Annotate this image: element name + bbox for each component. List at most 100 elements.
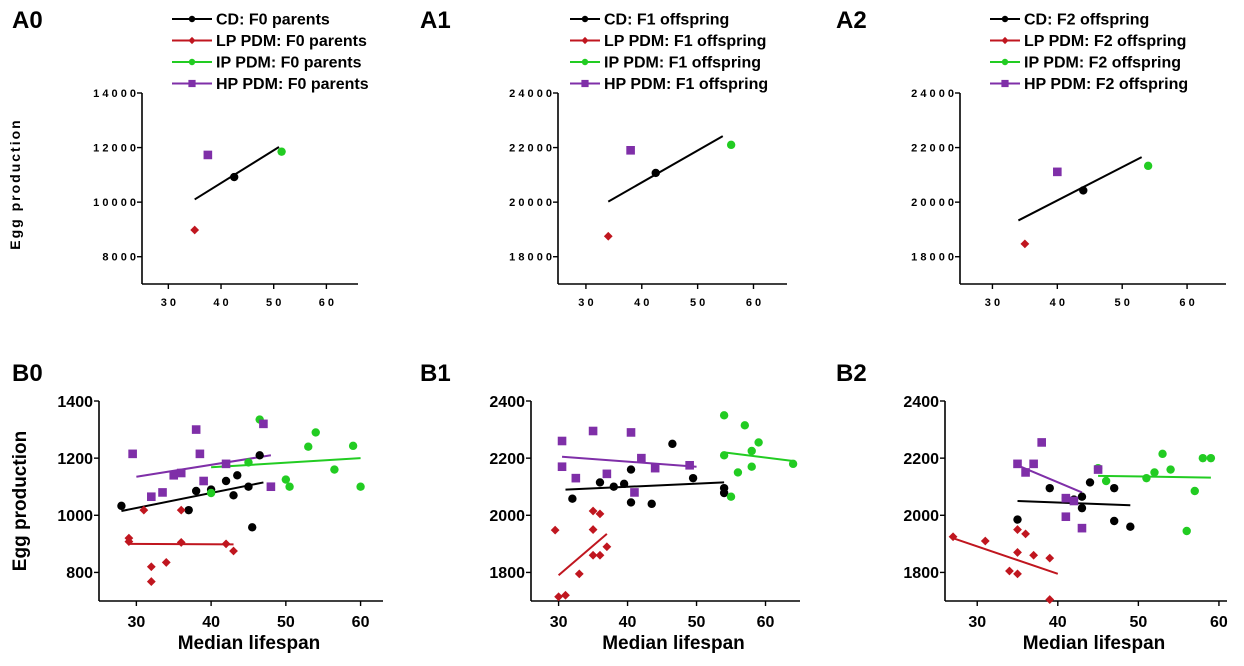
point-cd xyxy=(609,482,618,491)
point-cd xyxy=(191,486,201,496)
legend-marker xyxy=(188,15,196,23)
point-lp xyxy=(561,590,570,600)
x-tick-label: 4 0 xyxy=(213,297,228,309)
point-ip xyxy=(348,441,358,451)
legend: CD: F1 offspring LP PDM: F1 offspring IP P… xyxy=(570,12,768,93)
point-ip xyxy=(726,140,736,150)
point-ip xyxy=(1198,453,1208,463)
point-ip xyxy=(281,475,291,484)
panel-a1: A1 1 8 0 0 0 2 0 0 0 0 2 2 0 0 0 2 4 0 0 0 3 … xyxy=(420,7,787,309)
point-hp xyxy=(588,426,598,436)
point-hp xyxy=(259,419,268,429)
panel-label: A1 xyxy=(420,7,451,34)
point-lp xyxy=(603,231,613,241)
fit-line-hp xyxy=(561,455,697,468)
point-cd xyxy=(117,501,126,511)
x-tick-label: 30 xyxy=(968,614,986,631)
point-cd xyxy=(619,479,629,489)
fit-line-lp xyxy=(952,537,1059,575)
point-lp xyxy=(161,558,171,567)
point-lp xyxy=(574,569,584,579)
legend-entry: LP PDM: F2 offspring xyxy=(1024,33,1186,50)
point-ip xyxy=(747,446,756,456)
y-tick-label: 8 0 0 0 xyxy=(102,252,136,264)
panel-label: B1 xyxy=(420,360,451,387)
point-ip xyxy=(788,459,798,469)
legend-entry: CD: F0 parents xyxy=(216,12,330,29)
point-cd xyxy=(229,491,238,500)
y-axis-label: Egg production xyxy=(10,431,31,571)
point-ip xyxy=(1206,453,1216,463)
point-cd xyxy=(1110,516,1119,526)
legend: CD: F0 parents LP PDM: F0 parents IP PDM: … xyxy=(172,12,369,93)
x-tick-label: 40 xyxy=(1049,614,1067,631)
point-lp xyxy=(1029,550,1039,560)
point-lp xyxy=(1013,548,1022,557)
point-ip xyxy=(285,482,294,491)
x-tick-label: 5 0 xyxy=(266,297,281,309)
point-lp xyxy=(588,550,598,560)
x-tick-label: 5 0 xyxy=(1115,297,1130,309)
y-tick-label: 1800 xyxy=(489,565,525,582)
point-ip xyxy=(1143,161,1153,171)
point-lp xyxy=(146,577,156,586)
point-ip xyxy=(1101,476,1111,486)
legend-marker xyxy=(581,15,589,23)
point-cd xyxy=(248,523,257,532)
point-ip xyxy=(740,421,750,430)
x-tick-label: 60 xyxy=(1210,614,1228,631)
point-hp xyxy=(602,469,612,479)
y-tick-label: 2200 xyxy=(903,451,939,468)
x-tick-label: 40 xyxy=(619,614,637,631)
y-tick-label: 2 2 0 0 0 xyxy=(509,143,552,155)
point-ip xyxy=(1150,468,1159,477)
point-hp xyxy=(195,449,205,459)
point-cd xyxy=(1126,522,1135,531)
point-hp xyxy=(1013,459,1022,469)
y-tick-label: 2400 xyxy=(489,394,525,411)
legend-marker xyxy=(188,79,196,88)
point-cd xyxy=(184,505,193,515)
point-cd xyxy=(719,488,729,498)
point-lp xyxy=(176,505,186,515)
legend-entry: IP PDM: F0 parents xyxy=(216,55,362,72)
point-cd xyxy=(1013,515,1022,524)
point-hp xyxy=(266,482,276,492)
x-tick-label: 4 0 xyxy=(634,297,649,309)
point-cd xyxy=(221,476,231,486)
point-hp xyxy=(158,488,167,497)
point-hp xyxy=(147,492,156,502)
point-lp xyxy=(550,525,560,535)
point-hp xyxy=(1093,465,1103,474)
point-cd xyxy=(1110,483,1119,493)
point-hp xyxy=(557,436,567,446)
point-ip xyxy=(754,438,763,447)
fit-line-cd xyxy=(565,481,725,491)
point-cd xyxy=(626,465,636,474)
y-tick-label: 1000 xyxy=(57,508,93,525)
x-tick-label: 50 xyxy=(688,614,706,631)
legend-entry: CD: F1 offspring xyxy=(604,12,729,29)
y-tick-label: 2000 xyxy=(903,508,939,525)
point-lp xyxy=(1013,525,1022,534)
point-hp xyxy=(128,449,137,459)
panel-b1: B1 1800 2000 2200 2400 30 40 50 60 Median lifespa… xyxy=(420,360,800,654)
point-hp xyxy=(650,463,660,473)
legend-marker xyxy=(188,58,196,66)
point-hp xyxy=(1029,459,1038,469)
y-tick-label: 1400 xyxy=(57,394,93,411)
point-hp xyxy=(630,488,639,497)
y-axis-label: Egg production xyxy=(7,118,23,249)
point-lp xyxy=(1020,239,1030,249)
y-tick-label: 1 4 0 0 0 xyxy=(93,88,136,100)
point-hp xyxy=(626,146,635,155)
legend-marker xyxy=(1001,36,1009,45)
fit-line-ip xyxy=(211,457,361,469)
point-hp xyxy=(626,428,636,437)
legend-marker xyxy=(188,36,196,45)
point-lp xyxy=(1021,529,1030,539)
point-lp xyxy=(176,538,186,547)
point-lp xyxy=(1005,566,1014,576)
point-ip xyxy=(1142,473,1151,483)
x-tick-label: 30 xyxy=(127,614,145,631)
